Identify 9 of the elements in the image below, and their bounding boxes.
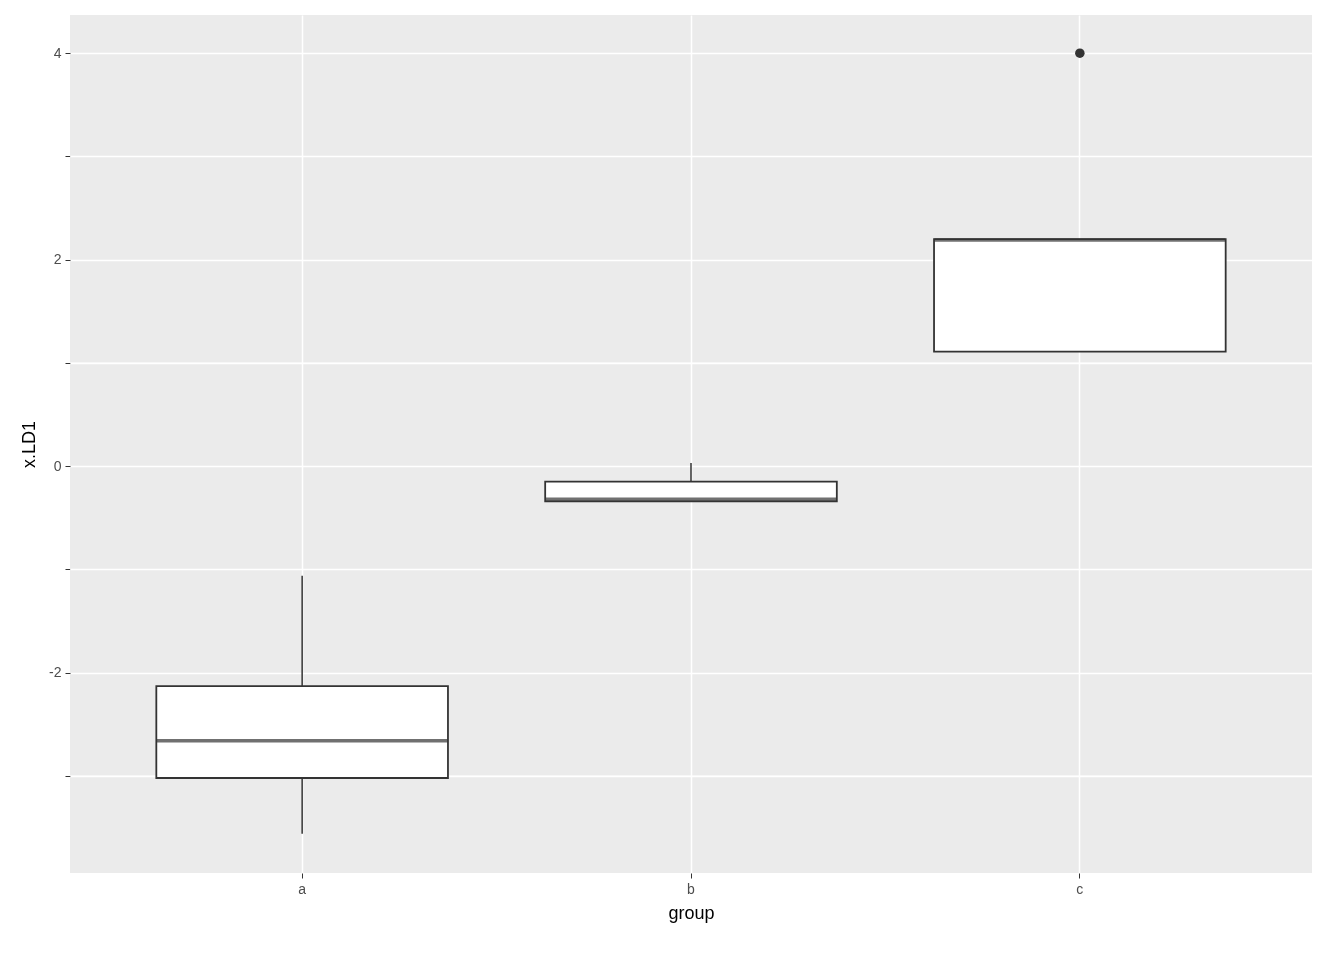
y-tick-label: 0 bbox=[53, 457, 62, 474]
x-tick-label: b bbox=[687, 880, 696, 897]
y-tick-label: 2 bbox=[53, 251, 62, 268]
y-tick-label: -2 bbox=[49, 664, 62, 681]
y-tick-label: 4 bbox=[53, 44, 62, 61]
x-axis-title: group bbox=[668, 902, 715, 923]
x-tick-label: a bbox=[298, 880, 307, 897]
y-axis-title: x.LD1 bbox=[19, 420, 40, 469]
x-tick-label: c bbox=[1076, 880, 1084, 897]
